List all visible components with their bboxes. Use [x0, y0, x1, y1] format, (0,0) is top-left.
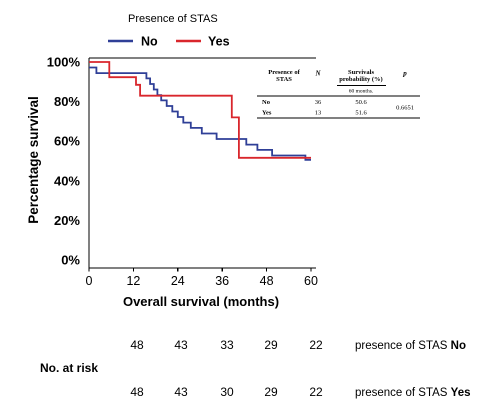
x-tick-label: 24	[171, 274, 185, 288]
inset-header-p: p	[402, 70, 407, 78]
x-axis-ticks: 0 12 24 36 48 60	[86, 268, 318, 288]
x-tick-label: 0	[86, 274, 93, 288]
legend-label-yes: Yes	[208, 35, 230, 49]
risk-row-label-group: Yes	[451, 387, 471, 399]
plot-frame	[88, 57, 316, 269]
x-tick-label: 60	[304, 274, 318, 288]
survival-curves	[89, 61, 311, 161]
inset-header-survival-line2: probability (%)	[339, 76, 382, 83]
legend-title: Presence of STAS	[128, 13, 218, 25]
inset-header-group-line1: Presence of	[268, 69, 300, 76]
risk-row-label-yes: presence of STAS Yes	[355, 387, 471, 399]
risk-count: 22	[309, 385, 323, 399]
risk-count: 29	[264, 385, 278, 399]
inset-header-n: N	[314, 70, 321, 78]
risk-count: 22	[309, 338, 323, 352]
inset-header-group-line2: STAS	[276, 76, 292, 83]
inset-p-value: 0.6651	[396, 105, 414, 112]
risk-row-label-group: No	[451, 340, 466, 352]
y-tick-label: 80%	[54, 94, 80, 109]
inset-row-group: No	[262, 99, 270, 106]
risk-count: 43	[174, 338, 188, 352]
legend-label-no: No	[141, 35, 158, 49]
risk-table-title: No. at risk	[40, 361, 98, 375]
inset-row-survival: 50.6	[355, 99, 367, 106]
risk-count: 48	[130, 338, 144, 352]
risk-row-label-no: presence of STAS No	[355, 340, 466, 352]
y-tick-label: 20%	[54, 213, 80, 228]
inset-subheader: 60 months.	[349, 89, 374, 95]
y-tick-label: 40%	[54, 173, 80, 188]
risk-row-label-prefix: presence of STAS	[355, 387, 448, 399]
inset-survival-table: Presence of STAS N Survivals probability…	[257, 69, 420, 119]
x-tick-label: 48	[260, 274, 274, 288]
risk-count: 43	[174, 385, 188, 399]
risk-count: 48	[130, 385, 144, 399]
risk-count: 33	[220, 338, 234, 352]
x-tick-label: 12	[126, 274, 140, 288]
y-axis-title: Percentage survival	[26, 96, 41, 224]
legend: Presence of STAS No Yes	[108, 13, 230, 49]
inset-header-survival-line1: Survivals	[348, 69, 374, 76]
risk-table: 48 43 33 29 22 presence of STAS No No. at…	[40, 338, 471, 399]
x-tick-label: 36	[215, 274, 229, 288]
risk-row-label-prefix: presence of STAS	[355, 340, 448, 352]
inset-row-group: Yes	[262, 110, 272, 117]
km-curve-no	[89, 66, 311, 161]
risk-count: 30	[220, 385, 234, 399]
y-tick-label: 100%	[47, 55, 81, 70]
x-axis-title: Overall survival (months)	[123, 294, 279, 309]
risk-count: 29	[264, 338, 278, 352]
inset-row-n: 13	[315, 110, 322, 117]
inset-row-survival: 51.6	[355, 110, 367, 117]
inset-row-n: 36	[315, 99, 322, 106]
km-curve-yes	[89, 61, 311, 159]
y-tick-label: 60%	[54, 134, 80, 149]
y-axis-ticks: 100% 80% 60% 40% 20% 0%	[47, 55, 81, 268]
y-tick-label: 0%	[61, 253, 80, 268]
